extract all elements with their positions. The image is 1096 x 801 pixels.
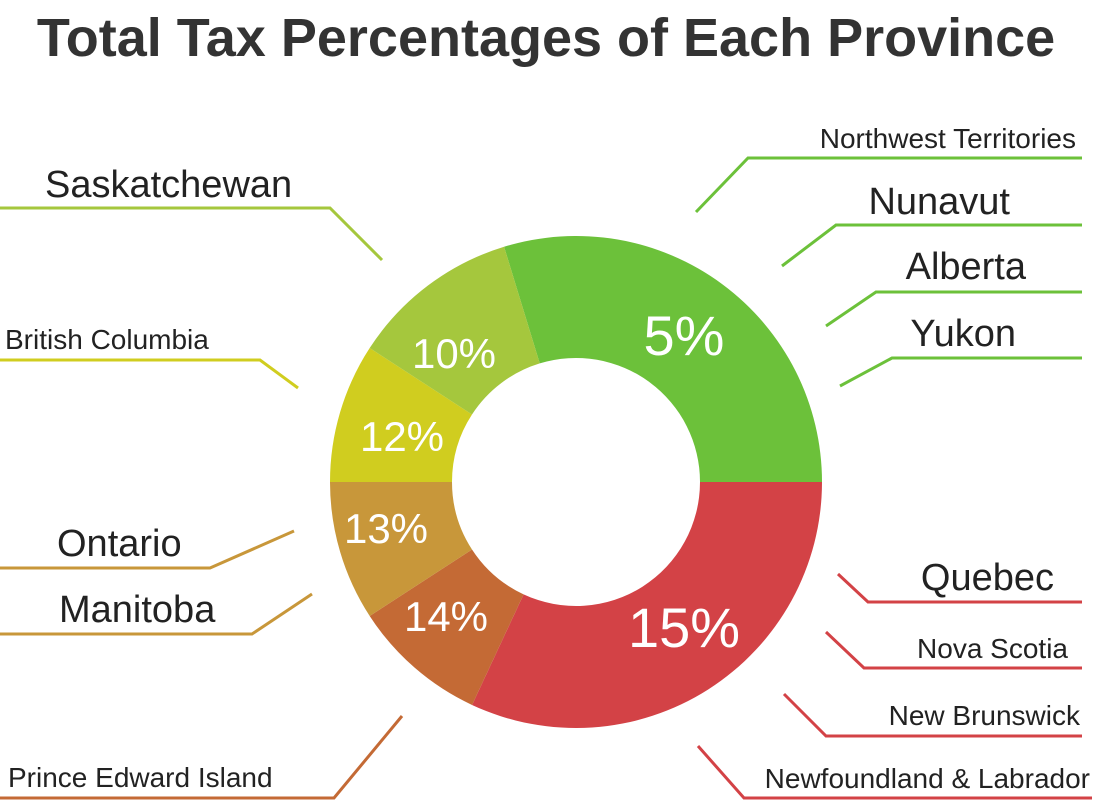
province-label-ontario: Ontario — [57, 523, 182, 565]
province-label-saskatchewan: Saskatchewan — [45, 164, 292, 206]
leader-line — [0, 529, 295, 570]
leader-line — [781, 223, 1082, 268]
donut-slices — [330, 235, 822, 728]
slice-10-percent — [369, 246, 540, 415]
province-label-yukon: Yukon — [910, 313, 1016, 355]
province-label-manitoba: Manitoba — [59, 589, 216, 631]
leader-line — [782, 692, 1082, 738]
leader-line — [824, 630, 1082, 670]
slice-5-percent — [504, 235, 822, 482]
chart-title: Total Tax Percentages of Each Province — [37, 8, 1055, 68]
leader-line — [839, 356, 1082, 388]
province-label-alberta: Alberta — [906, 246, 1027, 288]
slice-label-14-percent: 14% — [404, 593, 488, 640]
slice-label-12-percent: 12% — [360, 413, 444, 460]
province-label-newfoundland-labrador: Newfoundland & Labrador — [765, 763, 1090, 794]
leader-line — [0, 592, 313, 636]
slice-label-5-percent: 5% — [644, 304, 725, 367]
province-label-prince-edward-island: Prince Edward Island — [8, 762, 273, 793]
slice-label-10-percent: 10% — [412, 330, 496, 377]
leader-line — [836, 572, 1082, 604]
percentage-labels: 5% 15% 14% 13% 12% 10% — [344, 304, 740, 659]
leader-line — [696, 745, 1092, 800]
leader-line — [825, 290, 1082, 328]
leader-line — [694, 156, 1082, 214]
province-label-nunavut: Nunavut — [868, 181, 1010, 223]
province-label-quebec: Quebec — [921, 557, 1054, 599]
leader-line — [0, 206, 384, 262]
province-label-nova-scotia: Nova Scotia — [917, 633, 1068, 664]
slice-12-percent — [330, 348, 473, 482]
slice-13-percent — [330, 482, 473, 616]
slice-label-13-percent: 13% — [344, 505, 428, 552]
province-label-british-columbia: British Columbia — [5, 324, 209, 355]
slice-14-percent — [369, 549, 524, 705]
slice-label-15-percent: 15% — [628, 596, 740, 659]
province-label-northwest-territories: Northwest Territories — [820, 123, 1076, 154]
slice-15-percent — [472, 482, 822, 728]
leader-line — [0, 715, 404, 800]
leader-line — [0, 358, 299, 390]
leader-lines — [0, 156, 1092, 800]
province-label-new-brunswick: New Brunswick — [889, 700, 1081, 731]
